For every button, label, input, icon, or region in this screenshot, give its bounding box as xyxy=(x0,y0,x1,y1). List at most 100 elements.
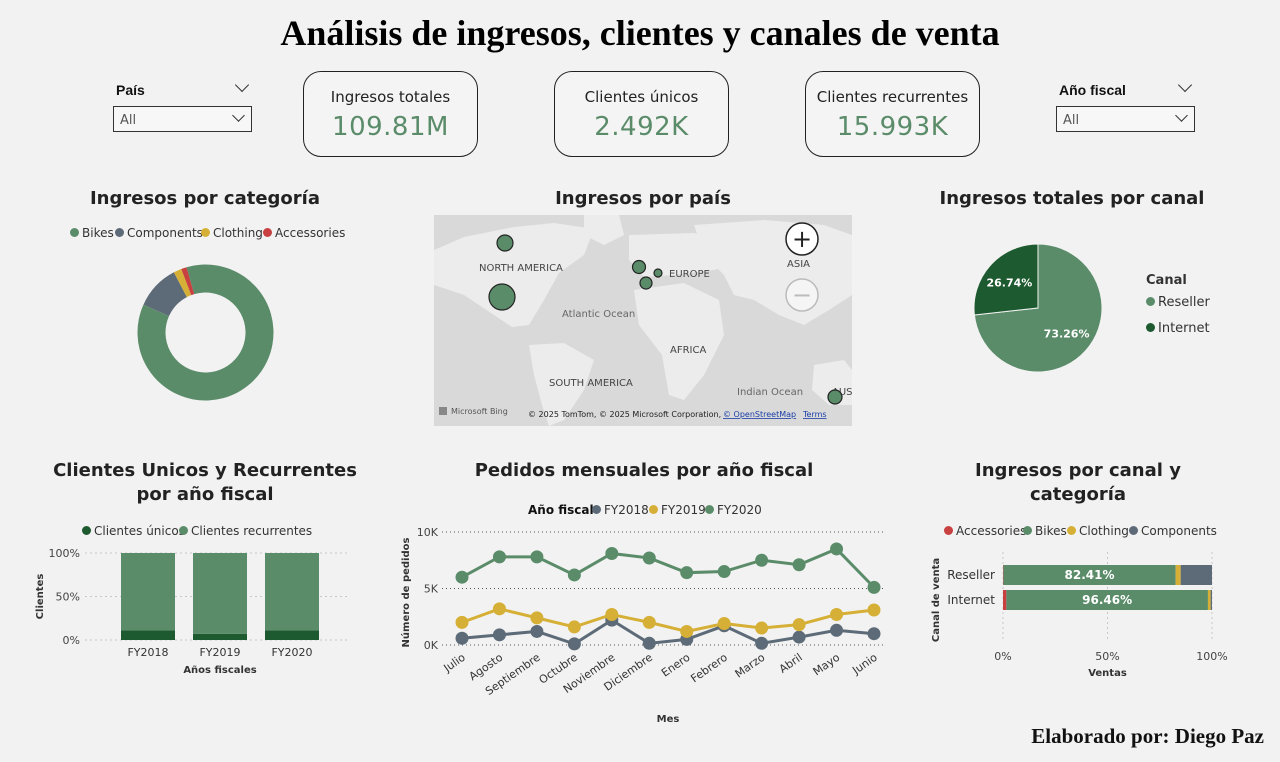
point-fy2020[interactable] xyxy=(530,550,544,564)
point-fy2019[interactable] xyxy=(455,615,469,629)
donut-slice-components[interactable] xyxy=(143,272,187,317)
kpi-value: 109.81M xyxy=(332,112,449,142)
legend-item-fy2020[interactable]: FY2020 xyxy=(705,503,762,517)
map-bubble-france[interactable] xyxy=(639,276,653,290)
legend-item-clothing[interactable]: Clothing xyxy=(201,226,263,240)
kpi-total-revenue[interactable]: Ingresos totales 109.81M xyxy=(303,71,478,157)
legend-item-fy2018[interactable]: FY2018 xyxy=(592,503,649,517)
point-fy2019[interactable] xyxy=(605,607,619,621)
point-fy2018[interactable] xyxy=(867,627,881,641)
point-fy2020[interactable] xyxy=(830,542,844,556)
point-fy2020[interactable] xyxy=(755,553,769,567)
line-fy2020[interactable] xyxy=(461,547,876,589)
map-bubble-united-states[interactable] xyxy=(488,283,516,311)
bar-fy2019-unique[interactable] xyxy=(193,633,247,640)
point-fy2018[interactable] xyxy=(567,637,581,651)
revenue-map[interactable]: NORTH AMERICA EUROPE ASIA Atlantic Ocean… xyxy=(434,215,852,426)
kpi-value: 15.993K xyxy=(836,112,949,142)
terms-link[interactable]: Terms xyxy=(802,410,827,419)
pie-slice-internet[interactable] xyxy=(973,243,1039,316)
map-bubble-germany[interactable] xyxy=(653,268,663,278)
bar-fy2020-recurring[interactable] xyxy=(265,553,319,631)
point-fy2018[interactable] xyxy=(642,636,656,650)
point-fy2020[interactable] xyxy=(792,558,806,572)
point-fy2019[interactable] xyxy=(642,615,656,629)
bar-reseller-bikes[interactable] xyxy=(1003,565,1176,585)
bar-reseller-components[interactable] xyxy=(1180,565,1212,585)
point-fy2020[interactable] xyxy=(680,566,694,580)
point-fy2019[interactable] xyxy=(680,624,694,638)
bar-fy2019-recurring[interactable] xyxy=(193,553,247,634)
bar-fy2020-unique[interactable] xyxy=(265,630,319,640)
point-fy2018[interactable] xyxy=(830,623,844,637)
year-slicer-dropdown[interactable]: All xyxy=(1056,106,1195,132)
legend-item-accessories[interactable]: Accessories xyxy=(263,226,345,240)
point-fy2020[interactable] xyxy=(717,565,731,579)
zoom-out-button[interactable]: − xyxy=(785,278,819,312)
line-fy2018[interactable] xyxy=(461,618,875,646)
line-fy2019[interactable] xyxy=(461,607,875,633)
point-fy2019[interactable] xyxy=(867,603,881,617)
map-bubble-australia[interactable] xyxy=(827,389,843,405)
year-slicer-chevron-icon[interactable] xyxy=(1177,77,1193,93)
bar-internet-accessories[interactable] xyxy=(1003,590,1007,610)
point-fy2020[interactable] xyxy=(605,546,619,560)
legend-item-bikes[interactable]: Bikes xyxy=(1023,524,1067,538)
channel-category-bar-chart[interactable]: 0% 50% 100% 82.41% Reseller 96.46% Internet Ven… xyxy=(925,540,1255,685)
point-fy2018[interactable] xyxy=(792,630,806,644)
clients-stacked-column-chart[interactable]: 0% 50% 100% FY2018 FY2019 FY2020 Años fiscales… xyxy=(30,540,360,680)
legend-item-components[interactable]: Components xyxy=(115,226,203,240)
x-tick-label: Abril xyxy=(777,651,805,676)
point-fy2019[interactable] xyxy=(792,618,806,632)
map-bubble-united-kingdom[interactable] xyxy=(631,259,647,275)
bar-fy2018-unique[interactable] xyxy=(121,630,175,640)
point-fy2018[interactable] xyxy=(455,631,469,645)
kpi-recurring-clients[interactable]: Clientes recurrentes 15.993K xyxy=(805,71,980,157)
bar-internet-bikes[interactable] xyxy=(1006,590,1208,610)
x-tick-label: Julio xyxy=(441,651,468,676)
point-fy2019[interactable] xyxy=(567,620,581,634)
legend-item-unique-clients[interactable]: Clientes únicos xyxy=(82,524,185,538)
bar-internet-components[interactable] xyxy=(1210,590,1212,610)
country-slicer-chevron-icon[interactable] xyxy=(234,77,250,93)
point-fy2020[interactable] xyxy=(567,568,581,582)
donut-slice-clothing[interactable] xyxy=(173,268,192,298)
legend-dot-icon xyxy=(179,526,188,535)
point-fy2018[interactable] xyxy=(492,628,506,642)
donut-chart[interactable] xyxy=(128,255,283,410)
openstreetmap-link[interactable]: © OpenStreetMap xyxy=(723,410,796,419)
orders-line-chart[interactable]: 0K5K10KJulioAgostoSeptiembreOctubreNovie… xyxy=(396,520,890,732)
kpi-label: Clientes únicos xyxy=(584,88,699,106)
point-fy2019[interactable] xyxy=(717,617,731,631)
point-fy2018[interactable] xyxy=(530,624,544,638)
legend-item-components[interactable]: Components xyxy=(1129,524,1217,538)
point-fy2020[interactable] xyxy=(642,551,656,565)
legend-item-internet[interactable]: Internet xyxy=(1146,321,1210,336)
point-fy2020[interactable] xyxy=(492,550,506,564)
bar-fy2018-recurring[interactable] xyxy=(121,553,175,631)
point-fy2020[interactable] xyxy=(867,580,881,594)
bar-reseller-clothing[interactable] xyxy=(1175,565,1181,585)
legend-item-bikes[interactable]: Bikes xyxy=(70,226,114,240)
legend-item-recurring-clients[interactable]: Clientes recurrentes xyxy=(179,524,312,538)
legend-item-accessories[interactable]: Accessories xyxy=(944,524,1026,538)
point-fy2019[interactable] xyxy=(530,611,544,625)
point-fy2019[interactable] xyxy=(830,607,844,621)
bar-internet-clothing[interactable] xyxy=(1207,590,1211,610)
point-fy2019[interactable] xyxy=(755,621,769,635)
country-slicer-dropdown[interactable]: All xyxy=(113,106,252,132)
legend-item-clothing[interactable]: Clothing xyxy=(1067,524,1129,538)
legend-item-fy2019[interactable]: FY2019 xyxy=(649,503,706,517)
point-fy2019[interactable] xyxy=(492,602,506,616)
donut-slice-bikes[interactable] xyxy=(137,264,274,401)
legend-item-reseller[interactable]: Reseller xyxy=(1146,295,1210,310)
pie-data-label: 26.74% xyxy=(986,276,1032,289)
x-axis-label: Ventas xyxy=(1088,668,1127,679)
point-fy2018[interactable] xyxy=(755,636,769,650)
kpi-unique-clients[interactable]: Clientes únicos 2.492K xyxy=(554,71,729,157)
map-bubble-canada[interactable] xyxy=(496,234,514,252)
point-fy2020[interactable] xyxy=(455,570,469,584)
zoom-in-button[interactable]: + xyxy=(785,222,819,256)
donut-slice-accessories[interactable] xyxy=(181,267,195,296)
channel-pie-chart[interactable]: 73.26% 26.74% xyxy=(970,240,1106,376)
